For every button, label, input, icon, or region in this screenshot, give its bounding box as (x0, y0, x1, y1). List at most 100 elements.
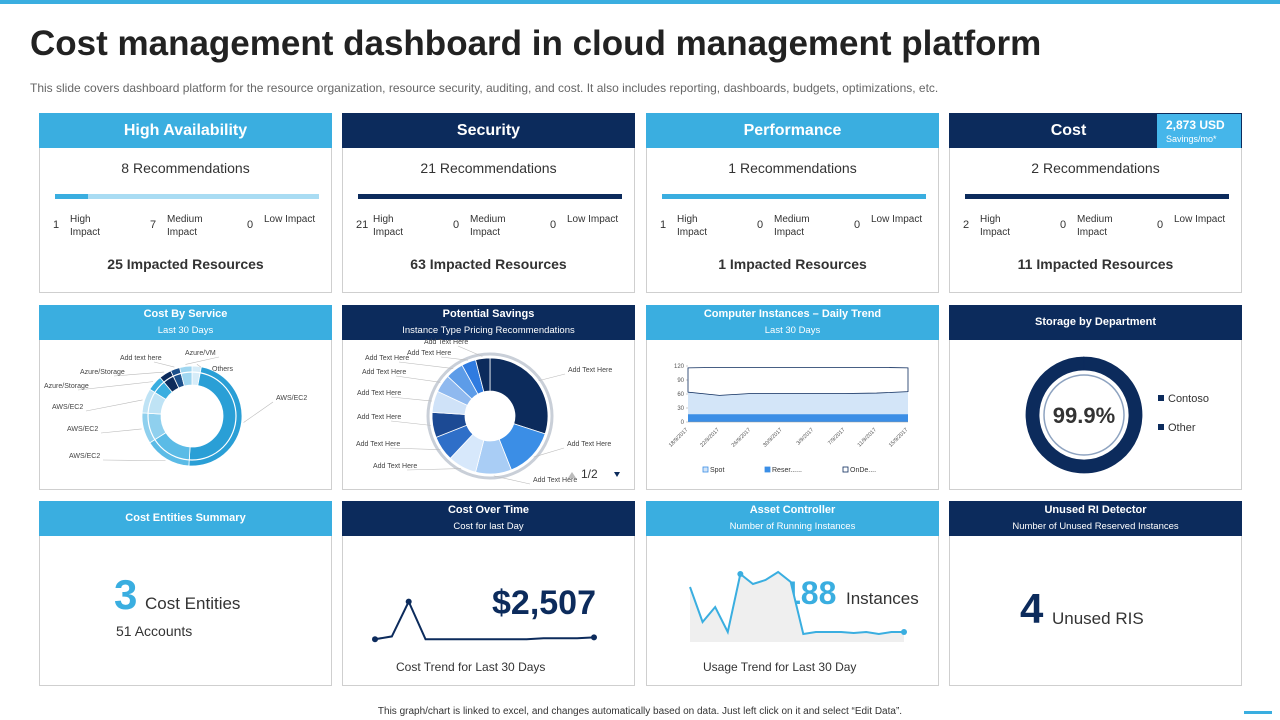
slice-label: Others (212, 366, 234, 373)
trend-line (689, 570, 904, 636)
panel-header (39, 501, 332, 536)
impact-bar (88, 194, 319, 199)
legend-label: Spot (710, 467, 724, 474)
inner-ring (1043, 374, 1125, 456)
impact-count: 7 (150, 219, 157, 231)
x-tick-label: 18/9/2017 (668, 427, 690, 449)
impact-label: Medium Impact (774, 214, 810, 238)
unused-count: 4 (1020, 585, 1044, 632)
x-tick-label: 15/9/2017 (888, 427, 910, 449)
stacked-area (688, 391, 908, 415)
panel-subtitle: Last 30 Days (157, 325, 214, 336)
impact-label: High Impact (373, 214, 404, 238)
leader-line (395, 375, 441, 383)
savings-value: 2,873 USD (1166, 118, 1225, 132)
donut-slice (489, 357, 549, 435)
donut-slice (1025, 356, 1143, 474)
panel-subtitle: Last 30 Days (764, 325, 821, 336)
impact-label: High Impact (980, 214, 1011, 238)
page-title: Cost management dashboard in cloud manag… (30, 24, 1042, 63)
trend-dot (591, 634, 597, 641)
x-tick-label: 30/9/2017 (762, 427, 784, 449)
panel-header (39, 305, 332, 340)
unused-label: Unused RIS (1052, 609, 1144, 628)
impact-label: High Impact (70, 214, 101, 238)
slice-label: Add Text Here (357, 414, 401, 421)
stacked-area (687, 367, 909, 396)
leader-line (100, 428, 142, 434)
leader-line (390, 396, 432, 402)
legend-swatch (764, 466, 771, 473)
card-title: Performance (743, 122, 842, 139)
legend-swatch (1158, 395, 1164, 401)
impact-bar (358, 194, 622, 199)
impact-count: 1 (53, 219, 60, 231)
panel-subtitle: Instance Type Pricing Recommendations (402, 325, 575, 336)
legend-swatch (1158, 424, 1164, 430)
usage-caption: Usage Trend for Last 30 Day (703, 660, 857, 674)
panel-title: Computer Instances – Daily Trend (703, 308, 882, 320)
y-tick-label: 90 (677, 378, 684, 384)
x-tick-label: 11/9/2017 (857, 427, 878, 448)
leader-line (440, 356, 468, 361)
center-value: 99.9% (1053, 403, 1115, 428)
impact-bar (965, 194, 1229, 199)
impact-count: 0 (854, 219, 861, 231)
impact-count: 0 (757, 219, 764, 231)
impact-bar (662, 194, 926, 199)
impact-count: 2 (963, 219, 970, 231)
instance-label: Instances (846, 589, 919, 608)
slice-label: Add text here (120, 355, 162, 362)
x-tick-label: 7/9/2017 (827, 427, 846, 446)
slice-label: Add Text Here (373, 463, 417, 470)
panel-header (949, 305, 1242, 340)
trend-dot (372, 636, 378, 643)
leader-line (153, 361, 175, 368)
panel-header (342, 305, 635, 340)
recommendations: 8 Recommendations (121, 160, 250, 176)
card-header (646, 113, 939, 148)
legend-swatch (702, 466, 709, 473)
card-title: High Availability (123, 122, 248, 139)
leader-line (102, 459, 166, 462)
leader-line (185, 356, 220, 365)
recommendations: 1 Recommendations (728, 160, 857, 176)
pager-page: 1/2 (581, 467, 598, 481)
panel-title: Asset Controller (749, 504, 836, 516)
impact-label: Low Impact (264, 214, 316, 225)
impacted-resources: 11 Impacted Resources (1017, 256, 1174, 272)
impacted-resources: 1 Impacted Resources (718, 256, 867, 272)
slice-label: AWS/EC2 (69, 453, 100, 460)
trend-line (374, 599, 595, 641)
slice-label: Azure/Storage (44, 383, 89, 390)
leader-line (389, 447, 441, 451)
savings-badge (1157, 114, 1241, 148)
panel-subtitle: Cost for last Day (453, 521, 524, 532)
trend-dot (405, 598, 412, 605)
leader-line (533, 447, 565, 458)
recommendations: 2 Recommendations (1031, 160, 1160, 176)
impact-count: 1 (660, 219, 667, 231)
panel-subtitle: Number of Running Instances (729, 521, 856, 532)
entity-label: Cost Entities (145, 594, 241, 613)
impact-label: Low Impact (1174, 214, 1226, 225)
cost-amount: $2,507 (492, 584, 596, 622)
impact-label: Low Impact (871, 214, 923, 225)
leader-line (243, 401, 274, 423)
impact-label: Low Impact (567, 214, 619, 225)
footer-note: This graph/chart is linked to excel, and… (377, 706, 903, 717)
cost-caption: Cost Trend for Last 30 Days (396, 660, 546, 674)
slice-label: Add Text Here (567, 441, 611, 448)
leader-line (398, 361, 454, 369)
leader-line (457, 345, 483, 357)
donut-slice (475, 357, 491, 393)
accounts: 51 Accounts (116, 623, 193, 639)
slice-label: Azure/Storage (80, 369, 125, 376)
panel-title: Cost Over Time (447, 504, 530, 516)
ring-line (147, 371, 237, 461)
pager-prev (568, 472, 576, 478)
card-title: Cost (1050, 122, 1087, 139)
slice-label: Add Text Here (357, 390, 401, 397)
card-header (39, 113, 332, 148)
